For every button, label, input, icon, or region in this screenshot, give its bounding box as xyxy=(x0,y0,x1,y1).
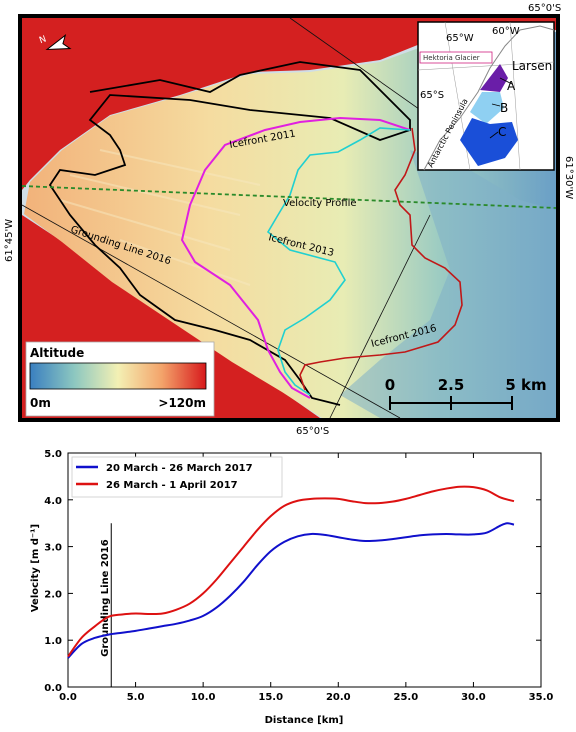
y-tick-label: 0.0 xyxy=(44,683,62,694)
plot-layer: 0.0 5.0 10.0 15.0 20.0 25.0 30.0 35.0 0.0 1.0 2.0 3… xyxy=(44,449,553,703)
map-svg: Icefront 2011 Icefront 2013 Icefront 201… xyxy=(4,3,574,437)
legend-label: 20 March - 26 March 2017 xyxy=(106,463,253,474)
inset-label-glacier: Hektoria Glacier xyxy=(423,54,480,62)
inset-map: Hektoria Glacier 65°W 60°W 65°S Larsen A… xyxy=(417,21,555,171)
x-tick-label: 10.0 xyxy=(191,692,216,703)
velocity-chart: 0.0 5.0 10.0 15.0 20.0 25.0 30.0 35.0 0.0 1.0 2.0 3… xyxy=(0,440,576,728)
inset-label-c: C xyxy=(498,125,506,139)
scale-label-0: 0 xyxy=(385,376,395,394)
x-tick-label: 30.0 xyxy=(461,692,486,703)
legend-box xyxy=(71,456,283,498)
scale-label-5km: 5 km xyxy=(505,376,546,394)
chart-svg: 0.0 5.0 10.0 15.0 20.0 25.0 30.0 35.0 0.0 1.0 2.0 3… xyxy=(30,449,553,726)
velocity-profile-line xyxy=(21,185,557,209)
scale-bar: 0 2.5 5 km xyxy=(385,376,547,410)
x-tick-label: 5.0 xyxy=(127,692,145,703)
map-figure: Icefront 2011 Icefront 2013 Icefront 201… xyxy=(4,3,574,437)
graticule-line xyxy=(21,204,401,419)
icefront-2011 xyxy=(180,116,411,399)
coord-label-top: 65°0'S xyxy=(528,3,561,14)
colorbar-legend: Altitude 0m >120m xyxy=(25,341,215,417)
coord-label-left: 61°45'W xyxy=(4,219,15,262)
x-tick-label: 0.0 xyxy=(59,692,77,703)
grounding-line-2016 xyxy=(48,61,411,406)
shelf-a xyxy=(480,64,508,92)
label-velocity-profile: Velocity Profile xyxy=(283,198,357,209)
x-tick-label: 25.0 xyxy=(394,692,419,703)
colorbar-max-label: >120m xyxy=(158,396,206,410)
coord-label-bottom: 65°0'S xyxy=(296,426,329,437)
y-tick-label: 1.0 xyxy=(44,636,62,647)
x-axis-label: Distance [km] xyxy=(265,715,344,726)
inset-label-larsen: Larsen xyxy=(512,59,552,73)
series-line-2 xyxy=(67,485,515,658)
scale-label-2-5: 2.5 xyxy=(438,376,465,394)
inset-label-a: A xyxy=(507,79,516,93)
legend-label: 26 March - 1 April 2017 xyxy=(106,480,238,491)
inset-label-lon65: 65°W xyxy=(446,33,474,44)
coord-label-right: 61°30'W xyxy=(563,156,574,199)
plot-frame xyxy=(67,452,542,688)
icefront-2016 xyxy=(299,127,463,391)
inset-label-lat65: 65°S xyxy=(420,90,444,101)
x-tick-label: 35.0 xyxy=(529,692,554,703)
y-tick-label: 5.0 xyxy=(44,449,62,460)
grounding-line-annotation: Grounding Line 2016 xyxy=(100,539,111,657)
inset-label-b: B xyxy=(500,101,508,115)
graticule-line xyxy=(329,214,431,419)
series-line-1 xyxy=(67,522,515,659)
icefront-2013 xyxy=(266,127,411,396)
y-tick-label: 2.0 xyxy=(44,589,62,600)
y-tick-label: 3.0 xyxy=(44,543,62,554)
high-altitude-terrain xyxy=(22,18,556,190)
north-arrow-icon: N xyxy=(38,34,72,51)
colorbar-title: Altitude xyxy=(30,346,84,360)
colorbar-ramp xyxy=(29,362,207,390)
flow-streaks xyxy=(59,149,261,286)
x-tick-label: 15.0 xyxy=(258,692,283,703)
colorbar-min-label: 0m xyxy=(30,396,51,410)
svg-text:N: N xyxy=(38,34,48,46)
inset-label-lon60: 60°W xyxy=(492,26,520,37)
x-tick-label: 20.0 xyxy=(326,692,351,703)
y-tick-label: 4.0 xyxy=(44,496,62,507)
shelf-b xyxy=(470,92,504,124)
sea-ice-region xyxy=(340,150,556,418)
y-axis-label: Velocity [m d⁻¹] xyxy=(30,524,41,612)
shelf-c xyxy=(460,118,518,166)
